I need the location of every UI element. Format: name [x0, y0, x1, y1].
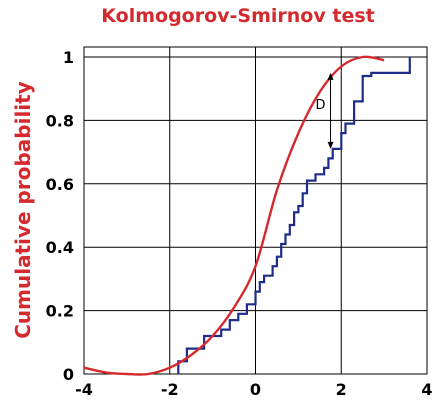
x-tick-label: -2 — [161, 380, 179, 399]
y-tick-label: 0.2 — [46, 302, 74, 321]
y-tick-label: 0.6 — [46, 175, 74, 194]
chart-title: Kolmogorov-Smirnov test — [101, 5, 374, 27]
y-tick-label: 0 — [63, 365, 74, 384]
d-arrow-head-top — [327, 72, 334, 80]
y-tick-label: 0.4 — [46, 238, 74, 257]
x-tick-label: 2 — [336, 380, 347, 399]
d-arrow-head-bottom — [327, 141, 334, 149]
grid — [83, 46, 428, 375]
reference-cdf-line — [83, 55, 385, 376]
x-tick-label: -4 — [75, 380, 93, 399]
x-tick-label: 4 — [421, 380, 432, 399]
tick-labels: -4 -2 0 2 4 0 0.2 0.4 0.6 0.8 1 — [46, 48, 433, 399]
d-statistic-marker: D — [316, 72, 334, 149]
y-tick-label: 1 — [63, 48, 74, 67]
y-tick-label: 0.8 — [46, 111, 74, 130]
empirical-cdf-line — [177, 57, 411, 374]
d-label: D — [316, 98, 326, 113]
x-tick-label: 0 — [250, 380, 261, 399]
y-axis-label: Cumulative probability — [11, 81, 35, 339]
